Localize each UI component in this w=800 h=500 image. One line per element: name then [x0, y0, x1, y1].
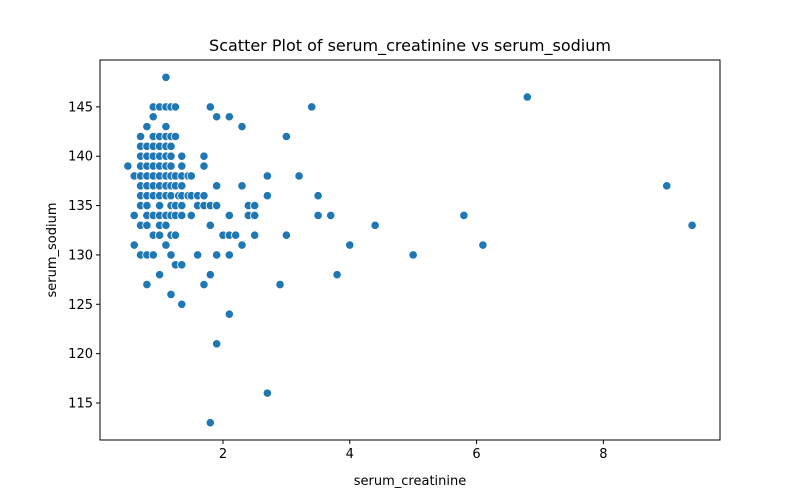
- data-point: [170, 230, 181, 240]
- data-point: [237, 181, 247, 191]
- data-point: [186, 210, 196, 221]
- data-point: [161, 122, 171, 132]
- data-point: [186, 171, 196, 181]
- data-point: [129, 240, 139, 250]
- data-point: [177, 161, 187, 171]
- data-point: [148, 112, 158, 122]
- data-point: [123, 161, 133, 171]
- data-point: [262, 171, 272, 181]
- data-point: [250, 210, 260, 221]
- x-tick-label: 8: [599, 447, 607, 462]
- data-point: [345, 240, 355, 250]
- x-tick-label: 2: [219, 447, 227, 462]
- data-point: [205, 270, 215, 280]
- y-axis-label: serum_sodium: [45, 202, 60, 297]
- data-point: [408, 250, 418, 260]
- data-point: [161, 72, 171, 82]
- data-point: [193, 250, 203, 260]
- data-point: [250, 230, 260, 240]
- data-point: [687, 220, 697, 230]
- data-point: [313, 191, 323, 201]
- data-point: [166, 161, 176, 171]
- data-point: [224, 112, 234, 122]
- data-point: [224, 309, 234, 319]
- data-point: [135, 131, 146, 142]
- data-point: [142, 122, 152, 132]
- data-point: [237, 122, 247, 132]
- data-point: [166, 141, 176, 151]
- data-point: [231, 230, 241, 240]
- data-point: [294, 171, 304, 181]
- data-point: [199, 279, 209, 290]
- data-point: [212, 112, 222, 122]
- data-point: [177, 151, 187, 161]
- data-point: [129, 210, 139, 221]
- data-point: [332, 270, 342, 280]
- data-point: [177, 299, 187, 309]
- data-point: [281, 131, 291, 142]
- data-point: [177, 200, 187, 211]
- data-point: [205, 102, 215, 112]
- y-tick-label: 120: [68, 347, 93, 362]
- data-point: [212, 339, 222, 349]
- data-point: [478, 240, 488, 250]
- data-point: [148, 250, 158, 260]
- data-point: [281, 230, 291, 240]
- x-tick-label: 6: [472, 447, 480, 462]
- data-point: [307, 102, 317, 112]
- data-point: [166, 151, 176, 161]
- data-point: [177, 181, 187, 191]
- data-point: [250, 200, 260, 211]
- data-point: [662, 181, 672, 191]
- data-point: [212, 200, 222, 211]
- data-point: [262, 388, 272, 398]
- data-point: [170, 102, 181, 112]
- data-point: [262, 191, 272, 201]
- data-point: [199, 161, 209, 171]
- data-point: [161, 240, 171, 250]
- data-point: [212, 250, 222, 260]
- data-point: [459, 210, 469, 221]
- data-point: [199, 191, 209, 201]
- data-point: [170, 131, 181, 142]
- data-point: [522, 92, 532, 102]
- data-point: [166, 191, 176, 201]
- chart-title: Scatter Plot of serum_creatinine vs seru…: [209, 36, 611, 56]
- data-point: [142, 200, 152, 211]
- y-tick-label: 130: [68, 248, 93, 263]
- data-point: [275, 279, 285, 290]
- data-point: [177, 210, 187, 221]
- x-axis-ticks: 2 4 6 8: [219, 440, 607, 462]
- data-point: [154, 270, 165, 280]
- y-tick-label: 125: [68, 298, 93, 313]
- y-tick-label: 135: [68, 199, 93, 214]
- data-point: [177, 260, 187, 270]
- data-point: [199, 151, 209, 161]
- data-point: [161, 220, 171, 230]
- data-point: [166, 250, 176, 260]
- data-point: [205, 220, 215, 230]
- plot-frame: [99, 59, 721, 441]
- data-point: [326, 210, 336, 221]
- y-tick-label: 115: [68, 396, 93, 411]
- data-points: [123, 72, 697, 428]
- data-point: [142, 220, 152, 230]
- data-point: [370, 220, 380, 230]
- data-point: [142, 279, 152, 290]
- data-point: [313, 210, 323, 221]
- data-point: [166, 289, 176, 300]
- data-point: [224, 250, 234, 260]
- y-axis-ticks: 115 120 125 130 135 140 145: [68, 100, 100, 411]
- data-point: [212, 181, 222, 191]
- y-tick-label: 145: [68, 100, 93, 115]
- y-tick-label: 140: [68, 150, 93, 165]
- data-point: [154, 230, 165, 240]
- data-point: [237, 240, 247, 250]
- data-point: [224, 210, 234, 221]
- x-axis-label: serum_creatinine: [354, 474, 467, 489]
- x-tick-label: 4: [346, 447, 354, 462]
- data-point: [205, 418, 215, 428]
- data-point: [154, 200, 165, 211]
